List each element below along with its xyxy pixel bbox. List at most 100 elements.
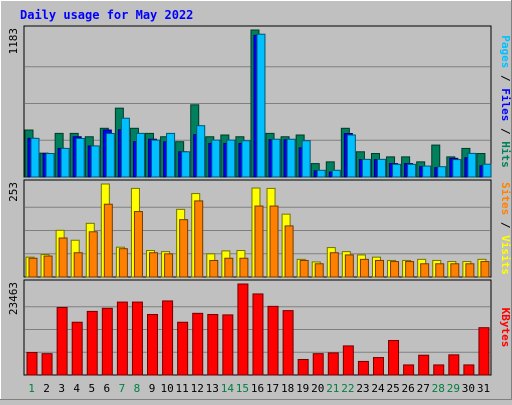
bar-kbytes-day-3 — [56, 307, 68, 376]
bar-pages-day-5 — [90, 145, 100, 178]
x-tick-label-13: 13 — [206, 382, 219, 395]
legend-separator: / — [499, 215, 512, 235]
x-tick-label-19: 19 — [296, 382, 309, 395]
chart-panels: 1183 Pages / Files / Hits 253 Sites / Visit… — [7, 25, 512, 376]
legend-sites: Sites — [499, 182, 512, 215]
x-tick-label-16: 16 — [251, 382, 264, 395]
bar-pages-day-27 — [422, 165, 432, 178]
bar-pages-day-31 — [482, 163, 492, 178]
x-tick-label-25: 25 — [386, 382, 399, 395]
bar-pages-day-22 — [346, 134, 356, 178]
bar-kbytes-day-8 — [131, 301, 143, 376]
x-tick-label-26: 26 — [402, 382, 415, 395]
bar-kbytes-day-5 — [86, 310, 98, 376]
bar-sites-day-6 — [103, 203, 113, 278]
bar-sites-day-28 — [435, 263, 445, 278]
bar-sites-day-12 — [194, 200, 204, 278]
x-tick-label-6: 6 — [104, 382, 111, 395]
bar-pages-day-6 — [105, 133, 115, 178]
y-max-label: 253 — [7, 182, 20, 202]
x-tick-label-17: 17 — [266, 382, 279, 395]
y-max-label: 23463 — [7, 282, 20, 315]
bar-pages-day-24 — [376, 158, 386, 178]
x-tick-label-20: 20 — [311, 382, 324, 395]
panel-legend: KBytes — [499, 308, 512, 348]
bar-sites-day-27 — [420, 263, 430, 278]
bar-kbytes-day-28 — [433, 364, 445, 376]
legend-visits: Visits — [499, 235, 512, 275]
chart-title: Daily usage for May 2022 — [20, 8, 193, 22]
bar-sites-day-30 — [465, 263, 475, 278]
bar-pages-day-4 — [75, 137, 85, 178]
bar-pages-day-11 — [181, 151, 191, 178]
bar-sites-day-13 — [209, 259, 219, 278]
bar-kbytes-day-26 — [403, 364, 415, 376]
x-tick-label-27: 27 — [417, 382, 430, 395]
bar-kbytes-day-10 — [162, 300, 174, 376]
bar-sites-day-15 — [239, 257, 249, 278]
bar-sites-day-9 — [149, 252, 159, 278]
bar-pages-day-14 — [226, 139, 236, 178]
x-tick-label-18: 18 — [281, 382, 294, 395]
x-tick-label-2: 2 — [43, 382, 50, 395]
bar-sites-day-23 — [359, 258, 369, 278]
bar-pages-day-29 — [452, 159, 462, 178]
bar-kbytes-day-20 — [312, 353, 324, 376]
bar-pages-day-15 — [241, 140, 251, 178]
bar-sites-day-21 — [329, 252, 339, 278]
bar-kbytes-day-29 — [448, 354, 460, 376]
x-tick-label-12: 12 — [191, 382, 204, 395]
legend-files: Files — [499, 88, 512, 121]
bar-pages-day-12 — [196, 125, 206, 178]
panel-legend: Pages / Files / Hits — [499, 35, 512, 168]
bar-pages-day-20 — [316, 169, 326, 178]
panel-legend: Sites / Visits — [499, 182, 512, 275]
bar-kbytes-day-23 — [357, 360, 369, 376]
x-tick-label-7: 7 — [119, 382, 126, 395]
bar-sites-day-31 — [480, 261, 490, 278]
bar-sites-day-29 — [450, 263, 460, 278]
x-tick-label-10: 10 — [160, 382, 173, 395]
x-tick-label-9: 9 — [149, 382, 156, 395]
x-axis-labels: 1 2 3 4 5 6 7 8 9 10 11 12 13 14 15 16 17 18 19 20 21 22 23 24 2… — [28, 382, 490, 395]
bar-sites-day-25 — [390, 261, 400, 278]
bar-sites-day-8 — [133, 211, 143, 278]
bar-kbytes-day-21 — [327, 352, 339, 376]
x-tick-label-1: 1 — [28, 382, 35, 395]
x-tick-label-15: 15 — [236, 382, 249, 395]
bar-kbytes-day-12 — [192, 312, 204, 376]
bar-pages-day-16 — [256, 33, 266, 178]
bar-pages-day-28 — [437, 166, 447, 178]
bar-kbytes-day-7 — [116, 301, 128, 376]
bar-sites-day-3 — [58, 237, 68, 278]
bar-pages-day-13 — [211, 139, 221, 178]
bar-sites-day-22 — [344, 254, 354, 278]
bar-kbytes-day-4 — [71, 321, 83, 376]
bar-sites-day-4 — [73, 252, 83, 278]
bar-kbytes-day-16 — [252, 293, 264, 376]
bar-sites-day-20 — [314, 263, 324, 278]
bar-kbytes-day-2 — [41, 353, 53, 376]
x-tick-label-28: 28 — [432, 382, 445, 395]
x-tick-label-23: 23 — [356, 382, 369, 395]
x-tick-label-31: 31 — [477, 382, 490, 395]
panel-1: 1183 Pages / Files / Hits — [7, 25, 512, 178]
bar-sites-day-16 — [254, 205, 264, 278]
bar-pages-day-1 — [30, 137, 40, 178]
bar-sites-day-1 — [28, 257, 38, 278]
bar-kbytes-day-9 — [147, 313, 159, 376]
bar-sites-day-10 — [164, 253, 174, 278]
bar-pages-day-23 — [361, 158, 371, 178]
x-tick-label-24: 24 — [371, 382, 385, 395]
x-tick-label-22: 22 — [341, 382, 354, 395]
bar-kbytes-day-17 — [267, 305, 279, 376]
bar-sites-day-17 — [269, 205, 279, 278]
bar-pages-day-25 — [392, 163, 402, 178]
bar-sites-day-26 — [405, 261, 415, 278]
legend-separator: / — [499, 121, 512, 141]
bar-pages-day-9 — [151, 139, 161, 178]
bar-kbytes-day-22 — [342, 345, 354, 376]
bar-pages-day-7 — [120, 117, 130, 178]
